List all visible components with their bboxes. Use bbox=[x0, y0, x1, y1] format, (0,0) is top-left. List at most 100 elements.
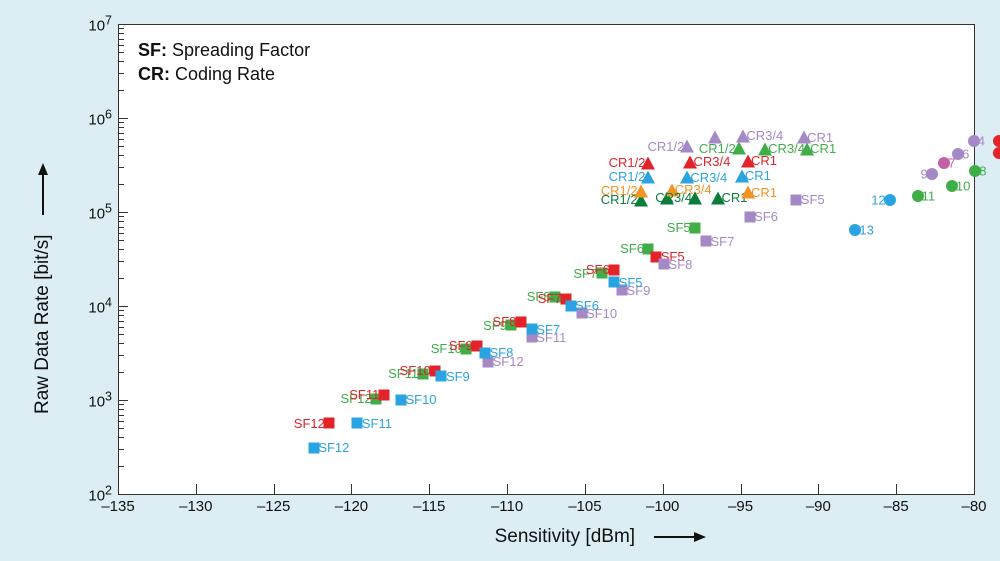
x-tick-label: –110 bbox=[491, 498, 523, 515]
point-label: SF9 bbox=[449, 338, 473, 353]
point-label: CR3/4 bbox=[693, 154, 730, 169]
point-sf9-blue: SF9 bbox=[436, 371, 447, 382]
point-label: 6 bbox=[962, 146, 969, 161]
legend-line: SF: Spreading Factor bbox=[138, 38, 310, 62]
point-label: SF5 bbox=[667, 220, 691, 235]
square-marker bbox=[609, 264, 620, 275]
point-label: SF5 bbox=[801, 192, 825, 207]
point-label: 7 bbox=[948, 156, 955, 171]
point-label: CR1/2 bbox=[699, 141, 736, 156]
point-label: SF8 bbox=[669, 257, 693, 272]
point-cr12-blue: CR1/2 bbox=[641, 170, 655, 183]
point-label: SF10 bbox=[400, 363, 431, 378]
x-tick-label: –120 bbox=[335, 498, 368, 515]
point-cr34-red: CR3/4 bbox=[683, 155, 697, 168]
square-marker bbox=[378, 389, 389, 400]
point-label: SF6 bbox=[620, 241, 644, 256]
legend-box: SF: Spreading FactorCR: Coding Rate bbox=[138, 38, 310, 87]
point-cr1-red: CR1 bbox=[741, 154, 755, 167]
square-marker bbox=[690, 222, 701, 233]
point-n4: 4 bbox=[968, 135, 980, 147]
point-cr34-blue: CR3/4 bbox=[680, 171, 694, 184]
point-cr1-blue: CR1 bbox=[735, 169, 749, 182]
point-sf10-blue: SF10 bbox=[395, 394, 406, 405]
point-label: CR1/2 bbox=[601, 183, 638, 198]
point-label: SF7 bbox=[711, 234, 735, 249]
point-sf8-purple: SF8 bbox=[659, 259, 670, 270]
point-label: 11 bbox=[922, 189, 936, 204]
x-tick-label: –85 bbox=[884, 498, 909, 515]
point-sf12-blue: SF12 bbox=[308, 442, 319, 453]
point-label: CR3/4 bbox=[690, 170, 727, 185]
point-label: 8 bbox=[979, 164, 986, 179]
point-label: SF5 bbox=[619, 275, 643, 290]
x-tick-label: –130 bbox=[179, 498, 212, 515]
point-label: CR1/2 bbox=[647, 139, 684, 154]
point-n8: 8 bbox=[969, 165, 981, 177]
x-tick-label: –125 bbox=[257, 498, 290, 515]
point-label: SF8 bbox=[492, 314, 516, 329]
point-label: CR1 bbox=[751, 185, 777, 200]
x-tick-label: –100 bbox=[646, 498, 679, 515]
point-cr12-purple: CR1/2 bbox=[680, 140, 694, 153]
point-sf5-green: SF5 bbox=[690, 222, 701, 233]
point-n12: 12 bbox=[884, 194, 896, 206]
y-axis-title: Raw Data Rate [bit/s] bbox=[32, 175, 54, 414]
arrow-up-icon bbox=[42, 175, 44, 215]
square-marker bbox=[515, 316, 526, 327]
square-marker bbox=[324, 418, 335, 429]
x-tick-label: –80 bbox=[961, 498, 986, 515]
y-tick-label: 102 bbox=[0, 484, 112, 505]
point-cr12-red: CR1/2 bbox=[641, 156, 655, 169]
point-label: 12 bbox=[871, 192, 885, 207]
point-label: 10 bbox=[956, 178, 970, 193]
point-cr12-orange: CR1/2 bbox=[634, 184, 648, 197]
point-n11: 11 bbox=[912, 190, 924, 202]
point-label: CR3/4 bbox=[655, 190, 692, 205]
point-label: SF11 bbox=[349, 387, 379, 402]
x-tick-label: –90 bbox=[806, 498, 831, 515]
point-sf11-blue: SF11 bbox=[352, 418, 363, 429]
point-cr12-green: CR1/2 bbox=[732, 142, 746, 155]
point-n3: 3 bbox=[993, 135, 1000, 147]
point-cr34-green: CR3/4 bbox=[758, 142, 772, 155]
y-tick-label: 105 bbox=[0, 202, 112, 223]
x-tick-label: –115 bbox=[413, 498, 445, 515]
point-label: SF12 bbox=[294, 416, 325, 431]
x-axis-title: Sensitivity [dBm] bbox=[495, 526, 695, 548]
point-sf8-red: SF8 bbox=[515, 316, 526, 327]
point-sf12-red: SF12 bbox=[324, 418, 335, 429]
point-label: CR1 bbox=[745, 168, 771, 183]
point-cr34-dgreen: CR3/4 bbox=[688, 191, 702, 204]
circle-marker bbox=[993, 135, 1000, 147]
point-label: SF11 bbox=[362, 416, 392, 431]
point-sf11-red: SF11 bbox=[378, 389, 389, 400]
arrow-right-icon bbox=[654, 536, 694, 538]
point-sf6-blue: SF6 bbox=[565, 300, 576, 311]
point-label: 13 bbox=[859, 223, 873, 238]
point-label: 4 bbox=[978, 134, 985, 149]
point-cr1-purple: CR1 bbox=[797, 131, 811, 144]
point-cr34-purple: CR3/4 bbox=[736, 129, 750, 142]
point-label: CR1/2 bbox=[609, 155, 646, 170]
point-sf7-blue: SF7 bbox=[526, 324, 537, 335]
point-label: SF6 bbox=[754, 209, 778, 224]
plot-area: SF12SF12SF11SF12SF11SF10SF11SF10SF9SF10S… bbox=[118, 24, 975, 495]
circle-marker bbox=[993, 147, 1000, 159]
point-label: SF10 bbox=[405, 392, 436, 407]
point-n9: 9 bbox=[926, 168, 938, 180]
point-n13: 13 bbox=[849, 224, 861, 236]
y-tick-label: 103 bbox=[0, 390, 112, 411]
x-tick-label: –135 bbox=[101, 498, 134, 515]
legend-line: CR: Coding Rate bbox=[138, 62, 310, 86]
point-n5: 5 bbox=[993, 147, 1000, 159]
point-label: SF8 bbox=[490, 345, 514, 360]
point-sf5-purple: SF5 bbox=[791, 194, 802, 205]
x-tick-label: –105 bbox=[568, 498, 601, 515]
point-sf6-purple: SF6 bbox=[744, 211, 755, 222]
y-tick-label: 107 bbox=[0, 14, 112, 35]
point-label: SF7 bbox=[536, 322, 560, 337]
point-label: SF6 bbox=[575, 298, 599, 313]
point-sf6-red: SF6 bbox=[609, 264, 620, 275]
y-tick-label: 106 bbox=[0, 108, 112, 129]
